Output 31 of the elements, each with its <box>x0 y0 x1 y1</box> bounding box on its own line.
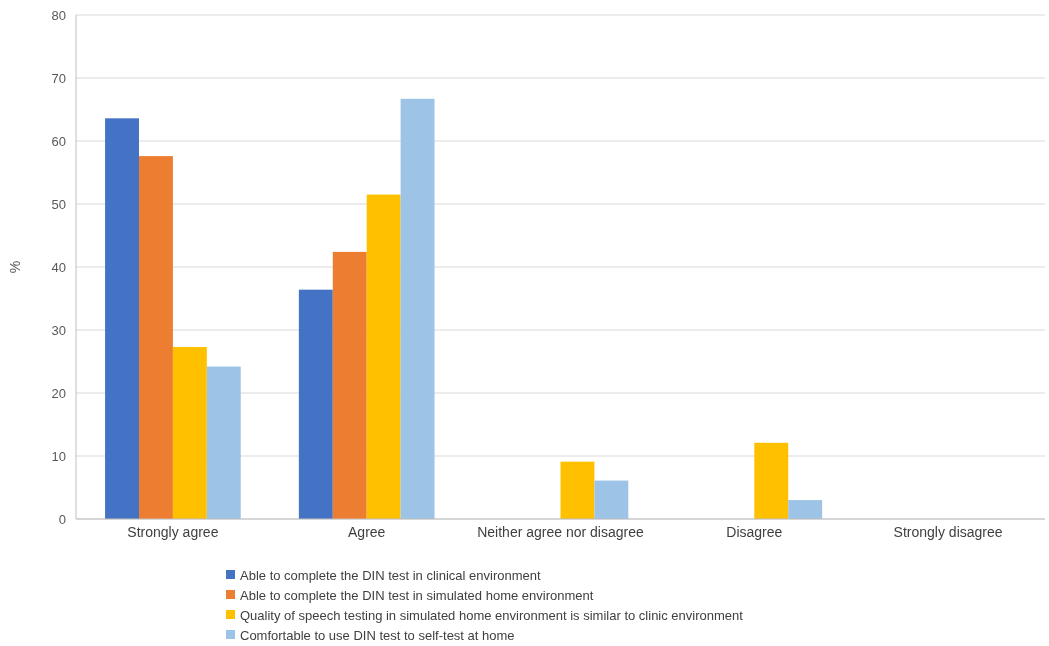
y-tick-label: 70 <box>51 70 66 86</box>
y-tick-label: 30 <box>51 322 66 338</box>
legend-label: Quality of speech testing in simulated home environment is similar to clinic environment <box>240 607 744 623</box>
y-tick-label: 20 <box>51 385 66 401</box>
y-tick-label: 10 <box>51 448 66 464</box>
y-axis-title: % <box>7 260 23 274</box>
x-tick-label: Neither agree nor disagree <box>477 524 644 540</box>
y-tick-label: 40 <box>51 259 66 275</box>
bar <box>366 194 401 519</box>
x-tick-label: Agree <box>348 524 386 540</box>
bar <box>172 347 207 519</box>
bar <box>138 156 173 519</box>
legend-label: Comfortable to use DIN test to self-test at home <box>240 627 515 643</box>
y-tick-label: 80 <box>51 7 66 23</box>
bar <box>594 480 629 519</box>
y-tick-label: 60 <box>51 133 66 149</box>
bar <box>332 251 367 519</box>
x-tick-label: Strongly agree <box>127 524 219 540</box>
bar <box>560 461 595 519</box>
bar <box>400 98 435 519</box>
x-tick-label: Strongly disagree <box>893 524 1003 540</box>
bar <box>206 366 241 519</box>
y-tick-label: 0 <box>58 511 66 527</box>
legend-label: Able to complete the DIN test in simulated home environment <box>240 587 594 603</box>
x-tick-label: Disagree <box>726 524 783 540</box>
bar <box>298 289 333 519</box>
bar <box>754 442 789 519</box>
y-tick-label: 50 <box>51 196 66 212</box>
legend-label: Able to complete the DIN test in clinical environment <box>240 567 541 583</box>
bar <box>105 118 139 519</box>
bar <box>788 500 823 519</box>
